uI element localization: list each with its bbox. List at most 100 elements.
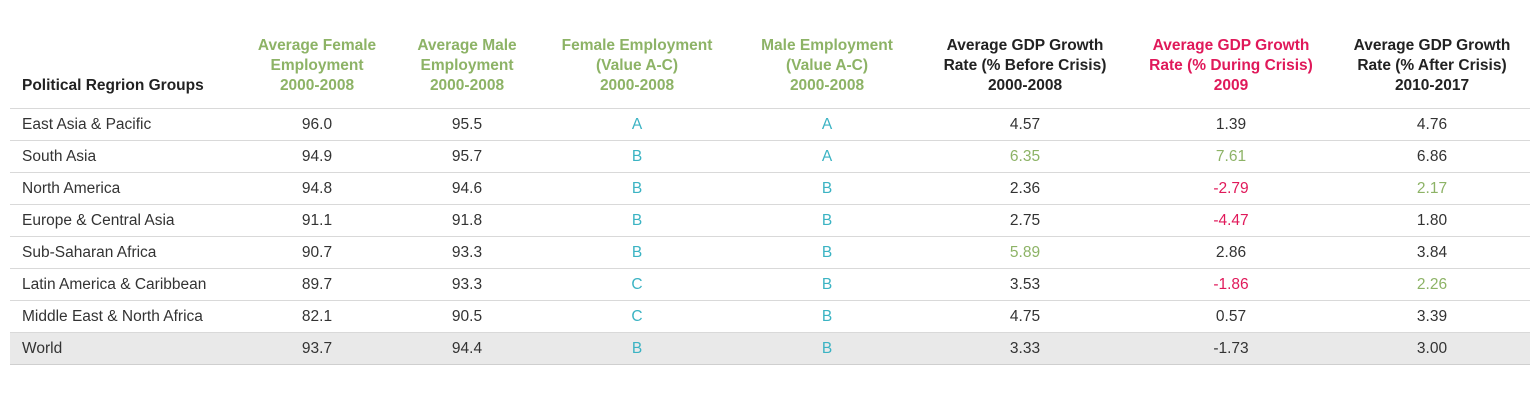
header-line: Female Employment <box>561 37 713 54</box>
table-row-total: World 93.7 94.4 B B 3.33 -1.73 3.00 <box>10 332 1530 365</box>
cell-avg-female-employment: 96.0 <box>242 108 392 141</box>
cell-avg-female-employment: 91.1 <box>242 204 392 237</box>
cell-gdp-during-crisis: -2.79 <box>1128 172 1334 205</box>
cell-gdp-before-crisis: 4.57 <box>922 108 1128 141</box>
col-header-male-employment-grade: Male Employment (Value A-C) 2000-2008 <box>732 36 922 109</box>
cell-male-employment-grade: B <box>732 268 922 301</box>
cell-gdp-after-crisis: 3.00 <box>1334 332 1530 365</box>
header-line: Male Employment <box>761 37 893 54</box>
header-line: 2010-2017 <box>1394 77 1470 94</box>
header-line: Employment <box>420 57 514 74</box>
cell-gdp-after-crisis: 2.26 <box>1334 268 1530 301</box>
cell-gdp-during-crisis: -1.73 <box>1128 332 1334 365</box>
table-row: South Asia 94.9 95.7 B A 6.35 7.61 6.86 <box>10 140 1530 173</box>
cell-gdp-during-crisis: -1.86 <box>1128 268 1334 301</box>
header-line: Rate (% During Crisis) <box>1149 57 1313 74</box>
table-row: East Asia & Pacific 96.0 95.5 A A 4.57 1.39 4.7… <box>10 108 1530 141</box>
cell-female-employment-grade: B <box>542 140 732 173</box>
employment-gdp-table: Political Regrion Groups Average Female … <box>10 36 1530 365</box>
cell-region: Middle East & North Africa <box>10 300 242 333</box>
cell-avg-male-employment: 93.3 <box>392 268 542 301</box>
cell-region: East Asia & Pacific <box>10 108 242 141</box>
cell-male-employment-grade: B <box>732 236 922 269</box>
cell-female-employment-grade: A <box>542 108 732 141</box>
cell-gdp-during-crisis: -4.47 <box>1128 204 1334 237</box>
header-line: (Value A-C) <box>595 57 679 74</box>
cell-gdp-after-crisis: 6.86 <box>1334 140 1530 173</box>
cell-region: Europe & Central Asia <box>10 204 242 237</box>
cell-gdp-before-crisis: 4.75 <box>922 300 1128 333</box>
cell-female-employment-grade: B <box>542 236 732 269</box>
header-line: Employment <box>270 57 364 74</box>
cell-gdp-after-crisis: 2.17 <box>1334 172 1530 205</box>
cell-male-employment-grade: A <box>732 140 922 173</box>
table-row: Europe & Central Asia 91.1 91.8 B B 2.75 -4.47… <box>10 204 1530 237</box>
header-line: Average GDP Growth <box>1353 37 1511 54</box>
cell-avg-male-employment: 95.5 <box>392 108 542 141</box>
cell-avg-male-employment: 94.6 <box>392 172 542 205</box>
cell-male-employment-grade: B <box>732 204 922 237</box>
cell-female-employment-grade: B <box>542 172 732 205</box>
header-line: 2000-2008 <box>429 77 505 94</box>
col-header-avg-male-employment: Average Male Employment 2000-2008 <box>392 36 542 109</box>
col-header-avg-female-employment: Average Female Employment 2000-2008 <box>242 36 392 109</box>
cell-region: Sub-Saharan Africa <box>10 236 242 269</box>
cell-gdp-before-crisis: 6.35 <box>922 140 1128 173</box>
data-table-container: Political Regrion Groups Average Female … <box>10 36 1530 365</box>
cell-gdp-during-crisis: 2.86 <box>1128 236 1334 269</box>
header-line: Average GDP Growth <box>946 37 1104 54</box>
cell-gdp-during-crisis: 0.57 <box>1128 300 1334 333</box>
cell-gdp-before-crisis: 3.53 <box>922 268 1128 301</box>
header-line: Political Regrion Groups <box>22 77 204 94</box>
cell-gdp-after-crisis: 3.39 <box>1334 300 1530 333</box>
cell-avg-male-employment: 95.7 <box>392 140 542 173</box>
cell-female-employment-grade: B <box>542 204 732 237</box>
table-row: Middle East & North Africa 82.1 90.5 C B 4.75… <box>10 300 1530 333</box>
cell-region: North America <box>10 172 242 205</box>
col-header-region: Political Regrion Groups <box>10 36 242 109</box>
header-line: 2000-2008 <box>279 77 355 94</box>
header-line: Rate (% After Crisis) <box>1357 57 1507 74</box>
cell-male-employment-grade: A <box>732 108 922 141</box>
header-line: 2000-2008 <box>599 77 675 94</box>
cell-gdp-after-crisis: 1.80 <box>1334 204 1530 237</box>
cell-avg-female-employment: 94.9 <box>242 140 392 173</box>
cell-region: Latin America & Caribbean <box>10 268 242 301</box>
cell-avg-male-employment: 90.5 <box>392 300 542 333</box>
header-line: 2000-2008 <box>789 77 865 94</box>
cell-male-employment-grade: B <box>732 300 922 333</box>
header-row: Political Regrion Groups Average Female … <box>10 36 1530 109</box>
table-body: East Asia & Pacific 96.0 95.5 A A 4.57 1.39 4.7… <box>10 108 1530 365</box>
cell-male-employment-grade: B <box>732 172 922 205</box>
cell-avg-female-employment: 93.7 <box>242 332 392 365</box>
cell-avg-female-employment: 89.7 <box>242 268 392 301</box>
header-line: (Value A-C) <box>785 57 869 74</box>
cell-region: South Asia <box>10 140 242 173</box>
header-line: Average Female <box>257 37 377 54</box>
cell-female-employment-grade: C <box>542 300 732 333</box>
cell-gdp-during-crisis: 1.39 <box>1128 108 1334 141</box>
col-header-female-employment-grade: Female Employment (Value A-C) 2000-2008 <box>542 36 732 109</box>
cell-avg-male-employment: 93.3 <box>392 236 542 269</box>
cell-gdp-before-crisis: 5.89 <box>922 236 1128 269</box>
cell-male-employment-grade: B <box>732 332 922 365</box>
cell-region: World <box>10 332 242 365</box>
cell-avg-male-employment: 94.4 <box>392 332 542 365</box>
header-line: Average Male <box>417 37 517 54</box>
cell-female-employment-grade: C <box>542 268 732 301</box>
cell-gdp-before-crisis: 3.33 <box>922 332 1128 365</box>
col-header-gdp-during-crisis: Average GDP Growth Rate (% During Crisis… <box>1128 36 1334 109</box>
col-header-gdp-before-crisis: Average GDP Growth Rate (% Before Crisis… <box>922 36 1128 109</box>
cell-avg-female-employment: 90.7 <box>242 236 392 269</box>
cell-avg-female-employment: 94.8 <box>242 172 392 205</box>
cell-gdp-after-crisis: 3.84 <box>1334 236 1530 269</box>
header-line: Rate (% Before Crisis) <box>943 57 1107 74</box>
cell-avg-female-employment: 82.1 <box>242 300 392 333</box>
header-line: Average GDP Growth <box>1152 37 1310 54</box>
cell-gdp-during-crisis: 7.61 <box>1128 140 1334 173</box>
cell-gdp-before-crisis: 2.75 <box>922 204 1128 237</box>
cell-gdp-after-crisis: 4.76 <box>1334 108 1530 141</box>
header-line: 2009 <box>1213 77 1249 94</box>
cell-avg-male-employment: 91.8 <box>392 204 542 237</box>
cell-gdp-before-crisis: 2.36 <box>922 172 1128 205</box>
